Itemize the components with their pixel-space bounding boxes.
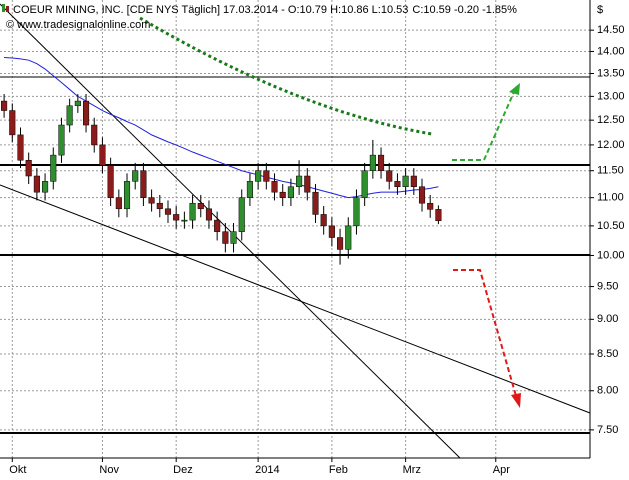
- candle-body: [107, 165, 114, 198]
- candle-body: [255, 170, 262, 182]
- y-tick-label: 14.00: [597, 45, 625, 57]
- title-bar: COEUR MINING, INC. [CDE NYS Täglich] 17.…: [2, 4, 517, 16]
- candle-body: [9, 110, 16, 136]
- y-tick-label: 9.50: [597, 280, 618, 292]
- trend-line: [0, 184, 591, 414]
- candle-body: [386, 170, 393, 182]
- icon: [6, 6, 9, 12]
- chart-title: COEUR MINING, INC. [CDE NYS Täglich] 17.…: [13, 4, 408, 16]
- candle-body: [58, 124, 65, 156]
- x-tick-label: Nov: [99, 464, 119, 476]
- candle-body: [17, 134, 24, 161]
- candle-body: [115, 197, 122, 210]
- candle-body: [435, 209, 442, 221]
- candle-body: [66, 105, 73, 126]
- candle-body: [394, 181, 401, 187]
- candle-body: [320, 214, 327, 227]
- candle-body: [82, 100, 90, 126]
- y-tick-label: 10.50: [597, 220, 625, 232]
- x-tick-label: Mrz: [403, 464, 421, 476]
- candle-body: [189, 202, 196, 221]
- candle-body: [353, 197, 360, 227]
- candle-body: [164, 208, 172, 215]
- x-tick-label: Apr: [493, 464, 510, 476]
- candle-body: [214, 219, 221, 232]
- candle-body: [402, 175, 409, 187]
- arrow-head: [511, 393, 521, 408]
- candle-body: [1, 100, 8, 111]
- candle-body: [271, 181, 278, 193]
- candle-body: [205, 208, 213, 221]
- candle-body: [345, 225, 352, 250]
- candle-body: [91, 124, 98, 146]
- candle-body: [304, 175, 311, 193]
- candle-body: [287, 186, 294, 198]
- candle-body: [148, 197, 155, 204]
- candle-body: [427, 202, 434, 210]
- watermark: © www.tradesignalonline.com: [6, 19, 150, 31]
- y-axis-label: $: [597, 4, 603, 16]
- x-tick-label: Dez: [173, 464, 193, 476]
- candle-body: [312, 191, 319, 215]
- projection-curve: [139, 16, 433, 136]
- candle-body: [238, 197, 245, 232]
- candle-body: [418, 186, 426, 204]
- candle-body: [173, 214, 180, 221]
- candle-body: [197, 202, 204, 210]
- x-tick-label: Okt: [9, 464, 26, 476]
- bull-arrow: [452, 91, 515, 161]
- quote-change: C:10.59 -0.20 -1.85%: [412, 4, 517, 16]
- candle-body: [123, 181, 131, 210]
- candle-body: [132, 170, 139, 182]
- icon: [2, 4, 5, 12]
- y-tick-label: 8.50: [597, 348, 618, 360]
- candle-body: [156, 202, 163, 210]
- candle-body: [263, 170, 270, 182]
- y-tick-label: 13.00: [597, 90, 625, 102]
- y-tick-label: 12.50: [597, 114, 625, 126]
- candle-body: [230, 231, 237, 244]
- y-tick-label: 8.00: [597, 385, 618, 397]
- candle-body: [410, 175, 417, 187]
- candle-body: [377, 154, 385, 171]
- bear-arrow: [453, 269, 517, 397]
- y-tick-label: 11.00: [597, 192, 624, 204]
- candle-body: [74, 100, 81, 107]
- y-tick-label: 14.50: [597, 24, 625, 36]
- y-tick-label: 7.50: [597, 424, 618, 436]
- y-tick-label: 13.50: [597, 67, 625, 79]
- arrow-head: [509, 83, 520, 95]
- candle-body: [33, 175, 40, 193]
- y-tick-label: 10.00: [597, 249, 625, 261]
- annotations: [0, 3, 591, 459]
- candle-body: [42, 181, 49, 193]
- candle-body: [246, 181, 253, 198]
- trend-line: [0, 3, 461, 459]
- y-tick-label: 9.00: [597, 313, 618, 325]
- candle-body: [222, 231, 229, 244]
- candle-body: [361, 170, 368, 198]
- y-tick-label: 11.50: [597, 165, 624, 177]
- candle-body: [140, 170, 147, 198]
- plot: [1, 57, 442, 265]
- candle-body: [296, 175, 303, 187]
- candle-body: [279, 191, 286, 198]
- candle-body: [25, 160, 32, 177]
- candle-body: [181, 219, 188, 222]
- x-tick-label: 2014: [255, 464, 279, 476]
- candle-body: [369, 154, 376, 171]
- candle-body: [50, 154, 57, 182]
- candle-body: [328, 225, 335, 238]
- candle-body: [99, 144, 106, 166]
- x-tick-label: Feb: [329, 464, 348, 476]
- y-tick-label: 12.00: [597, 139, 625, 151]
- candle-body: [337, 237, 344, 250]
